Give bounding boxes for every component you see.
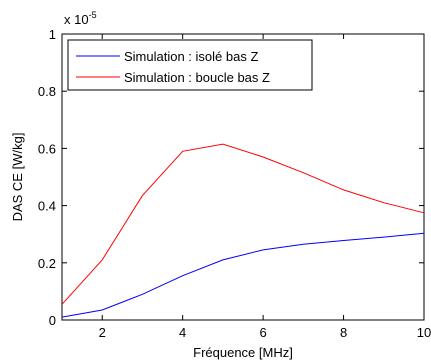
legend: Simulation : isolé bas Z Simulation : bo… [67,39,313,91]
x-tick-label: 8 [340,325,347,340]
x-axis-label: Fréquence [MHz] [193,345,293,360]
y-tick-label: 0.4 [38,199,56,214]
y-tick-label: 1 [49,27,56,42]
y-tick-label: 0.2 [38,256,56,271]
x-tick-label: 2 [99,325,106,340]
y-multiplier-base: x 10 [64,12,89,27]
x-tick-label: 6 [259,325,266,340]
legend-label-isole: Simulation : isolé bas Z [124,49,258,64]
x-tick-label: 10 [417,325,431,340]
x-tick-label: 4 [179,325,186,340]
y-multiplier-exponent: -5 [89,10,97,20]
series-layer [61,143,425,318]
legend-label-boucle: Simulation : boucle bas Z [124,70,270,85]
series-line-boucle [61,143,425,305]
y-tick-label: 0.8 [38,84,56,99]
series-line-isole [61,232,425,318]
legend-box [67,39,313,91]
y-tick-label: 0 [49,313,56,328]
axis-ticks: 2 4 6 8 10 0 0.2 0.4 0.6 0.8 1 [38,27,431,340]
y-multiplier: x 10-5 [64,10,97,27]
y-tick-label: 0.6 [38,141,56,156]
y-axis-label: DAS CE [W/kg] [10,133,25,222]
